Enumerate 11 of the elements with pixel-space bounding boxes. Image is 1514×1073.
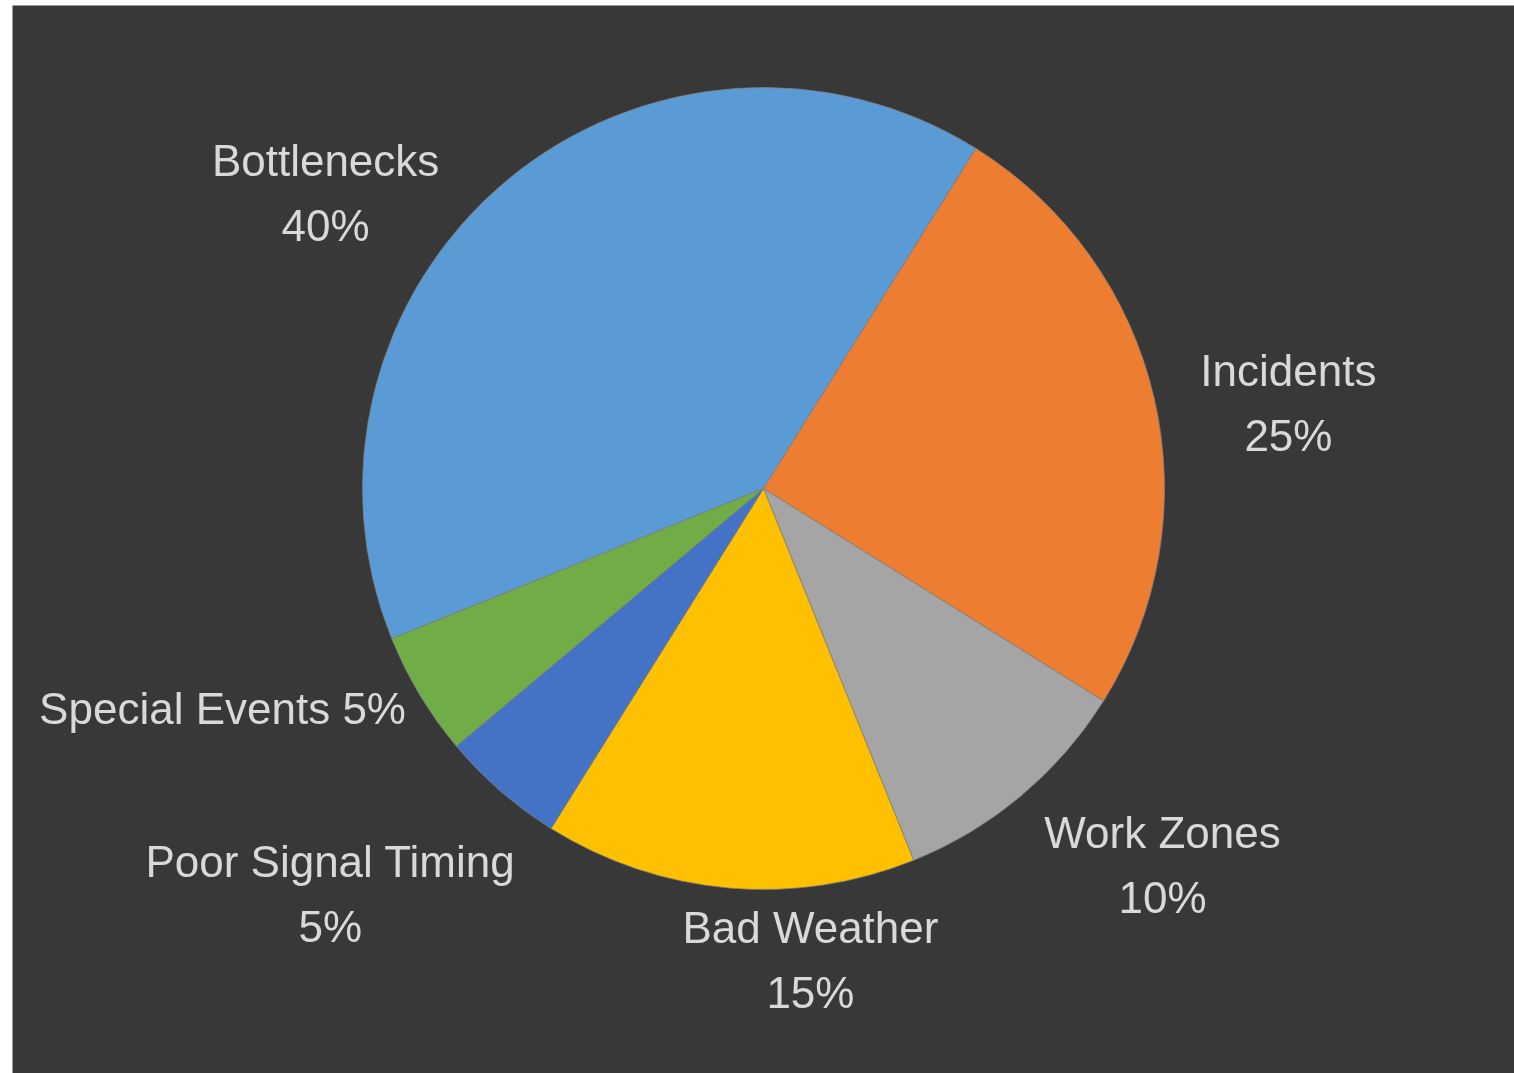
slice-label: Work Zones xyxy=(1044,808,1281,858)
data-label: 10% xyxy=(1118,873,1207,923)
data-label: 40% xyxy=(281,200,370,250)
data-label: 5% xyxy=(298,901,363,951)
data-label: 25% xyxy=(1244,411,1333,461)
slice-label: Bad Weather xyxy=(682,903,939,953)
slice-label: Bottlenecks xyxy=(211,135,440,185)
slice-label: Special Events 5% xyxy=(39,684,406,734)
data-label: 15% xyxy=(766,968,855,1018)
slice-label: Poor Signal Timing xyxy=(145,836,515,886)
slice-label: Incidents xyxy=(1200,346,1377,396)
